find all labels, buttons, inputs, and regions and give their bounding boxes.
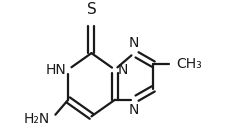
Text: S: S [87, 2, 96, 17]
Text: CH₃: CH₃ [177, 57, 202, 71]
Text: N: N [129, 36, 139, 50]
Text: HN: HN [46, 63, 67, 77]
Text: N: N [129, 103, 139, 117]
Text: N: N [118, 63, 128, 77]
Text: H₂N: H₂N [24, 112, 50, 126]
